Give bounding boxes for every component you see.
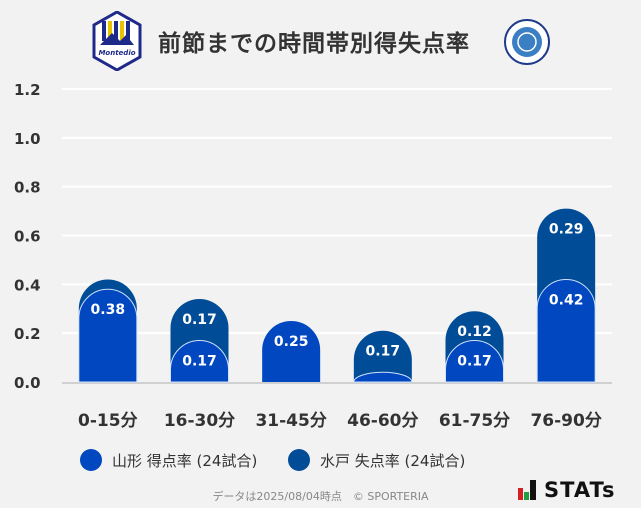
stats-brand: STATs — [544, 478, 616, 502]
bar-home-segment — [536, 279, 596, 383]
data-label-home: 0.25 — [274, 334, 309, 350]
y-tick-label: 0.8 — [14, 179, 41, 197]
data-label-home: 0.17 — [457, 353, 492, 369]
data-label-away: 0.29 — [549, 222, 584, 238]
footer-note: データは2025/08/04時点 © SPORTERIA — [212, 490, 429, 503]
data-label-away: 0.12 — [457, 324, 492, 340]
legend-swatch-home — [80, 449, 102, 471]
bar-home-segment — [445, 340, 504, 383]
bar-away-segment — [353, 330, 412, 382]
legend-swatch-away — [288, 449, 310, 471]
data-label-home: 0.42 — [549, 292, 584, 308]
bar-home-segment — [262, 320, 321, 382]
legend-item-home: 山形 得点率 (24試合) — [80, 449, 257, 471]
legend-label-away: 水戸 失点率 (24試合) — [320, 451, 466, 470]
data-label-home: 0.17 — [182, 353, 217, 369]
stats-logo: STATs — [518, 478, 615, 502]
x-tick-label: 16-30分 — [164, 411, 235, 431]
svg-text:Montedio: Montedio — [98, 49, 135, 57]
y-tick-label: 0.4 — [14, 276, 41, 294]
montedio-yamagata-logo: Montedio — [92, 11, 142, 71]
y-tick-label: 0.0 — [14, 374, 41, 392]
x-tick-label: 31-45分 — [255, 411, 326, 431]
data-label-away: 0.17 — [366, 344, 401, 360]
bar-home-segment — [170, 340, 229, 383]
y-tick-label: 1.0 — [14, 130, 41, 148]
bar-home-segment — [78, 288, 138, 383]
mito-hollyhock-logo — [504, 19, 550, 65]
x-tick-label: 0-15分 — [78, 411, 138, 431]
legend-label-home: 山形 得点率 (24試合) — [112, 451, 258, 470]
x-tick-label: 61-75分 — [439, 411, 510, 431]
data-label-home: 0.38 — [91, 302, 126, 318]
stats-bars-icon — [518, 480, 536, 500]
bar-chart: 0.0 0.2 0.4 0.6 0.8 1.0 1.2 0.38 0-15分 0.17 0.17 16… — [14, 81, 612, 431]
legend-item-away: 水戸 失点率 (24試合) — [288, 449, 465, 471]
y-tick-label: 1.2 — [14, 81, 41, 99]
y-tick-label: 0.2 — [14, 325, 41, 343]
bar-home-segment — [353, 371, 413, 383]
data-label-away: 0.17 — [182, 312, 217, 328]
y-tick-label: 0.6 — [14, 228, 41, 246]
x-tick-label: 46-60分 — [347, 411, 418, 431]
x-tick-label: 76-90分 — [530, 411, 601, 431]
chart-title: 前節までの時間帯別得失点率 — [158, 31, 470, 57]
